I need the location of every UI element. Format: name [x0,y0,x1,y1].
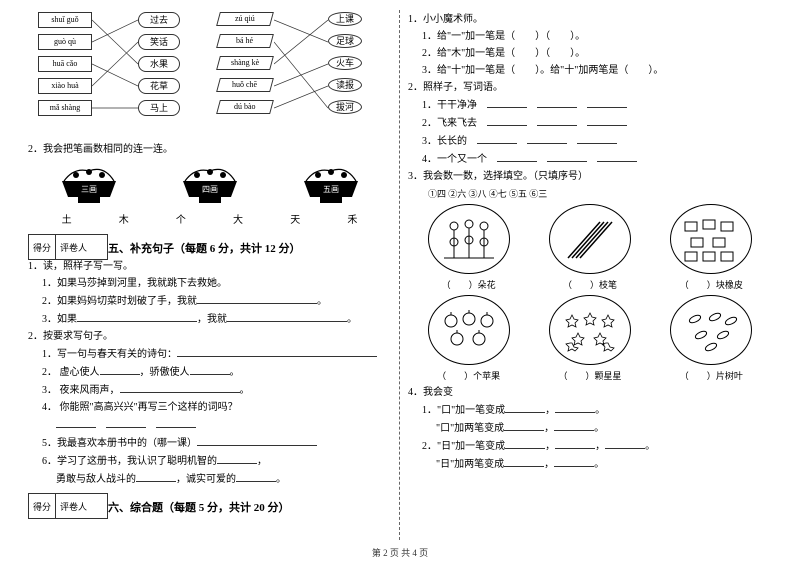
s5q2-1: 1．写一句与春天有关的诗句： [28,347,391,362]
word-oval: 过去 [138,12,180,28]
s5q2: 2．按要求写句子。 [28,330,391,344]
rq1-3: 3．给"十"加一笔是（ ）。给"十"加两笔是（ ）。 [408,64,772,78]
stars-icon [558,305,622,355]
section-5-title: 五、补充句子（每题 6 分，共计 12 分） [108,240,391,256]
svg-text:三画: 三画 [81,185,97,194]
s5q1-2: 2．如果妈妈切菜时划破了手，我就。 [28,294,391,309]
oval-box: 拔河 [328,100,362,114]
circle-flowers: （ ）朵花 [419,204,519,291]
char: 土 [62,211,72,226]
rq4-2b: "日"加两笔变成，。 [408,457,772,472]
leaves-icon [679,305,743,355]
score-label: 得分 [29,494,56,518]
rq2-4: 4．一个又一个 [408,152,772,167]
char: 大 [233,211,243,226]
pinyin-box: shuǐ guǒ [38,12,92,28]
paral-box: shàng kè [216,56,274,70]
s5q1-1: 1．如果马莎掉到河里，我就跳下去救她。 [28,277,391,291]
pinyin-match-area: shuǐ guǒ guò qù huā cǎo xiào huà mǎ shàn… [28,10,391,140]
word-oval: 花草 [138,78,180,94]
rq4-title: 4．我会变 [408,386,772,400]
rq4-1a: 1．"口"加一笔变成，。 [408,403,772,418]
circle-erasers: （ ）块橡皮 [661,204,761,291]
paral-box: huǒ chē [216,78,274,92]
marker-label: 评卷人 [56,494,91,518]
match-lines-right [274,10,328,120]
oval-box: 足球 [328,34,362,48]
char: 天 [290,211,300,226]
svg-text:四画: 四画 [202,185,218,194]
oval-box: 读报 [328,78,362,92]
char-row: 土 木 个 大 天 禾 [28,211,391,226]
rq1-2: 2．给"木"加一笔是（ ）（ ）。 [408,47,772,61]
flowers-icon [439,214,499,264]
q2-text: 2．我会把笔画数相同的连一连。 [28,143,391,157]
rq1-title: 1．小小魔术师。 [408,13,772,27]
baskets-row: 三画 四画 五画 [28,163,391,205]
pencils-icon [560,214,620,264]
circle-pencils: （ ）枝笔 [540,204,640,291]
rq2-3: 3．长长的 [408,134,772,149]
word-oval: 笑话 [138,34,180,50]
char: 木 [119,211,129,226]
left-column: shuǐ guǒ guò qù huā cǎo xiào huà mǎ shàn… [20,10,400,540]
pinyin-box: xiào huà [38,78,92,94]
rq3-title: 3．我会数一数，选择填空。（只填序号） [408,170,772,184]
word-oval: 马上 [138,100,180,116]
word-oval: 水果 [138,56,180,72]
match-lines-left [92,10,138,120]
circle-row-2: （ ）个苹果 （ ）颗星星 [408,295,772,382]
score-box-5: 得分 评卷人 [28,234,108,260]
circle-leaves: （ ）片树叶 [661,295,761,382]
score-label: 得分 [29,235,56,259]
basket-5: 五画 [296,163,366,205]
pinyin-box: huā cǎo [38,56,92,72]
rq4-1b: "口"加两笔变成，。 [408,421,772,436]
circle-apples: （ ）个苹果 [419,295,519,382]
section-6-title: 六、综合题（每题 5 分，共计 20 分） [108,499,391,515]
score-box-6: 得分 评卷人 [28,493,108,519]
s5q2-6b: 勇敢与敌人战斗的，诚实可爱的。 [28,472,391,487]
s5q2-4b [28,418,391,433]
paral-box: bá hé [216,34,274,48]
paral-box: dú bào [216,100,274,114]
s5q2-4: 4． 你能照"高高兴兴"再写三个这样的词吗？ [28,401,391,415]
s5q1: 1．读，照样子写一写。 [28,260,391,274]
char: 个 [176,211,186,226]
rq4-2a: 2．"日"加一笔变成，，。 [408,439,772,454]
erasers-icon [679,214,743,264]
rq2-1: 1．干干净净 [408,98,772,113]
right-column: 1．小小魔术师。 1．给"一"加一笔是（ ）（ ）。 2．给"木"加一笔是（ ）… [400,10,780,540]
circle-stars: （ ）颗星星 [540,295,640,382]
s5q2-3: 3． 夜来风雨声，。 [28,383,391,398]
rq3-opts: ①四 ②六 ③八 ④七 ⑤五 ⑥三 [408,187,772,200]
basket-4: 四画 [175,163,245,205]
s5q2-2: 2． 虚心使人，骄傲使人。 [28,365,391,380]
s5q2-5: 5．我最喜欢本册书中的（哪一课） [28,436,391,451]
rq1-1: 1．给"一"加一笔是（ ）（ ）。 [408,30,772,44]
rq2-2: 2．飞来飞去 [408,116,772,131]
apples-icon [437,305,501,355]
oval-box: 火车 [328,56,362,70]
s5q2-6a: 6．学习了这册书，我认识了聪明机智的， [28,454,391,469]
page-footer: 第 2 页 共 4 页 [0,546,800,559]
svg-text:五画: 五画 [323,185,339,194]
circle-row-1: （ ）朵花 （ ）枝笔 [408,204,772,291]
char: 禾 [347,211,357,226]
s5q1-3: 3．如果，我就。 [28,312,391,327]
pinyin-box: guò qù [38,34,92,50]
marker-label: 评卷人 [56,235,91,259]
paral-box: zú qiú [216,12,274,26]
pinyin-box: mǎ shàng [38,100,92,116]
basket-3: 三画 [54,163,124,205]
rq2-title: 2．照样子，写词语。 [408,81,772,95]
oval-box: 上课 [328,12,362,26]
